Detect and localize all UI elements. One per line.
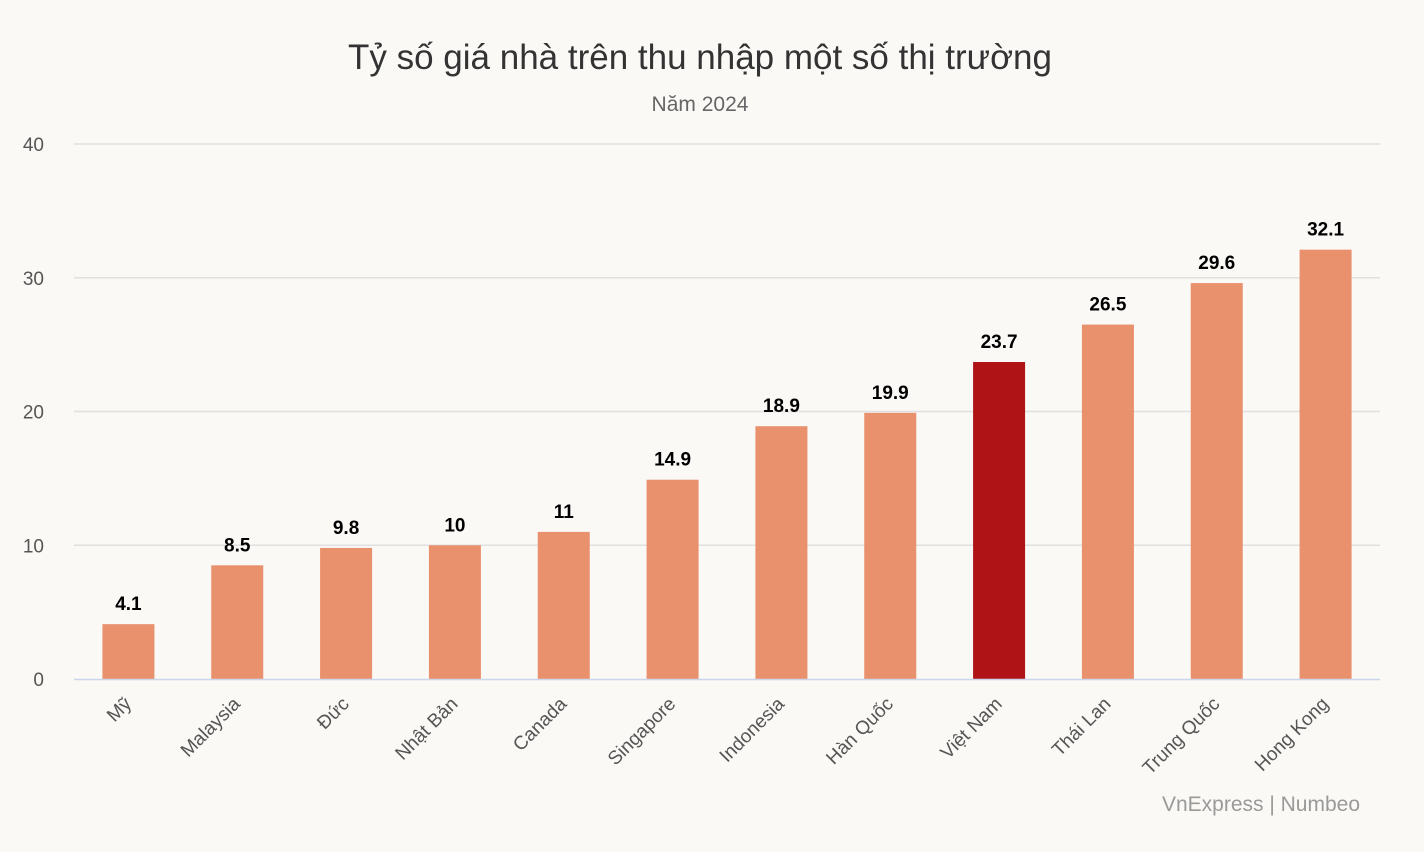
x-category-label: Hàn Quốc: [822, 694, 897, 769]
data-labels: 4.1 8.5 9.8 10 11 14.9 18.9 19.9 23.7 26.5 29.6 32.…: [115, 220, 1344, 615]
data-label: 9.8: [333, 518, 359, 539]
bar: [1190, 283, 1243, 679]
data-label: 29.6: [1198, 253, 1235, 274]
x-category-label: Thái Lan: [1048, 694, 1115, 761]
bar: [1081, 324, 1134, 679]
gridlines: [74, 143, 1380, 546]
data-label: 10: [444, 515, 465, 536]
y-tick-label: 30: [23, 269, 44, 290]
data-label: 18.9: [763, 396, 800, 417]
data-label: 26.5: [1089, 295, 1126, 316]
y-tick-label: 20: [23, 403, 44, 424]
bar: [428, 545, 481, 679]
data-label: 4.1: [115, 594, 142, 615]
bar: [755, 426, 808, 679]
x-axis-labels: Mỹ Malaysia Đức Nhật Bản Canada Singapore Indo…: [103, 693, 1333, 779]
x-category-label: Indonesia: [716, 693, 789, 766]
bar: [211, 565, 264, 679]
x-category-label: Việt Nam: [937, 694, 1007, 764]
x-category-label: Nhật Bản: [392, 694, 463, 765]
y-tick-label: 40: [23, 135, 44, 156]
y-axis-ticks: 0 10 20 30 40: [23, 135, 44, 691]
x-category-label: Đức: [313, 694, 353, 734]
bar: [1299, 249, 1352, 679]
chart-subtitle: Năm 2024: [651, 93, 749, 116]
data-label: 19.9: [872, 383, 909, 404]
data-label: 23.7: [981, 332, 1018, 353]
x-category-label: Trung Quốc: [1139, 694, 1224, 779]
data-label: 11: [554, 502, 575, 523]
y-tick-label: 0: [33, 670, 44, 691]
bars: [102, 249, 1352, 679]
bar: [646, 479, 699, 679]
x-category-label: Canada: [509, 693, 571, 755]
source-note: VnExpress | Numbeo: [1161, 793, 1360, 816]
bar: [102, 624, 155, 679]
data-label: 14.9: [654, 450, 691, 471]
x-category-label: Malaysia: [177, 693, 245, 761]
x-category-label: Mỹ: [103, 693, 136, 726]
chart-title: Tỷ số giá nhà trên thu nhập một số thị t…: [348, 38, 1052, 77]
bar: [537, 531, 590, 679]
x-category-label: Hong Kong: [1251, 694, 1333, 776]
bar: [320, 547, 373, 679]
y-tick-label: 10: [23, 536, 44, 557]
data-label: 8.5: [224, 535, 251, 556]
bar: [973, 362, 1026, 679]
data-label: 32.1: [1307, 220, 1344, 241]
x-category-label: Singapore: [604, 694, 680, 770]
bar: [864, 412, 917, 679]
